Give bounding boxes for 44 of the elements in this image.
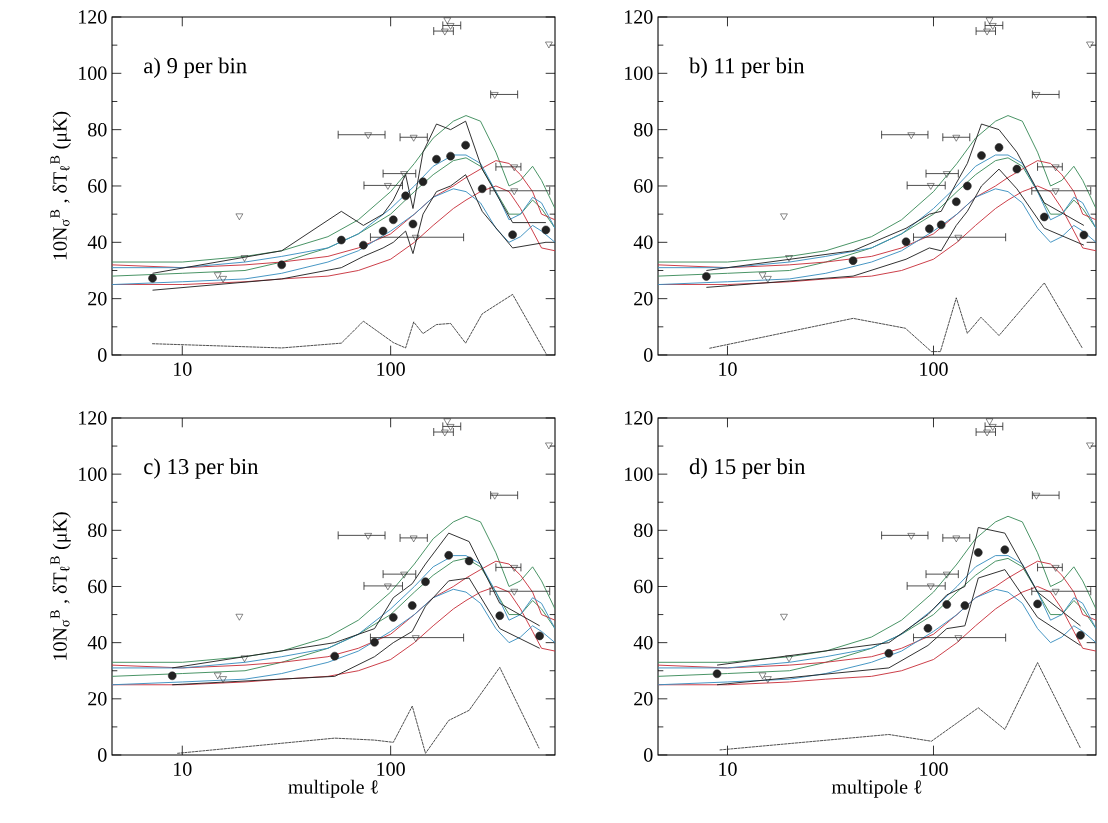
y-tick-label: 20: [88, 291, 107, 306]
text: c) 13 per bin: [144, 458, 259, 479]
y-tick-label: 100: [625, 66, 653, 81]
y-tick-label: 20: [88, 692, 107, 706]
y-tick-label: 40: [87, 235, 107, 250]
y-tick-label: 0: [98, 748, 107, 762]
y-tick-label: 100: [79, 467, 107, 481]
y-tick-label: 80: [634, 122, 653, 137]
y-tick-label: 100: [625, 467, 653, 481]
y-axis-title: 10N$_{σ}$$^{B}$ , δT$_{ℓ}$$^{B}$ (μK): [50, 111, 71, 260]
y-tick-label: 120: [79, 411, 107, 425]
y-tick-label: 20: [634, 692, 653, 706]
y-tick-label: 80: [88, 122, 107, 137]
y-tick-label: 0: [644, 748, 653, 762]
y-tick-label: 0: [644, 348, 653, 362]
x-tick-label: 10: [174, 762, 192, 776]
x-tick-label: 10: [719, 362, 737, 376]
y-tick-label: 60: [88, 179, 107, 193]
y-tick-label: 20: [634, 291, 653, 306]
x-tick-label: 100: [377, 762, 405, 776]
y-tick-label: 60: [88, 579, 107, 594]
text: b) 11 per bin: [688, 57, 805, 78]
x-axis-title: multipole ℓ: [288, 779, 378, 798]
y-tick-label: 80: [88, 523, 107, 538]
y-tick-label: 120: [79, 10, 107, 24]
y-tick-label: 60: [634, 579, 653, 594]
text: d) 15 per bin: [689, 458, 806, 479]
y-tick-label: 40: [87, 635, 107, 650]
y-tick-label: 80: [634, 523, 653, 538]
y-tick-label: 40: [633, 235, 653, 250]
x-tick-label: 10: [174, 362, 192, 376]
x-tick-label: 100: [377, 362, 405, 376]
y-tick-label: 60: [634, 179, 653, 193]
y-tick-label: 0: [98, 348, 107, 362]
x-tick-label: 100: [920, 362, 948, 376]
y-axis-title: 10N$_{σ}$$^{B}$ , δT$_{ℓ}$$^{B}$ (μK): [50, 512, 71, 660]
x-tick-label: 100: [920, 762, 948, 776]
x-tick-label: 10: [719, 762, 737, 776]
x-axis-title: multipole ℓ: [831, 779, 922, 798]
y-tick-label: 120: [625, 10, 653, 24]
y-tick-label: 40: [633, 635, 653, 650]
text: a) 9 per bin: [144, 57, 247, 78]
y-tick-label: 120: [625, 411, 653, 425]
y-tick-label: 100: [79, 66, 107, 81]
